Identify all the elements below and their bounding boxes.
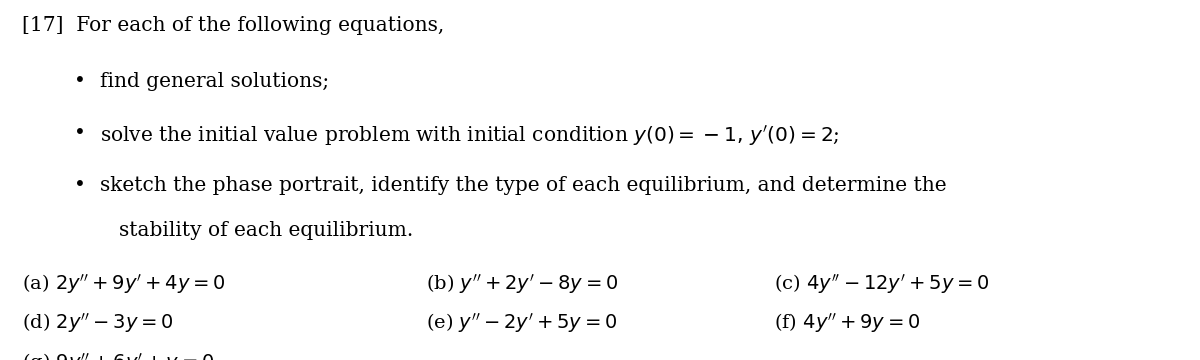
Text: (f) $4y'' + 9y = 0$: (f) $4y'' + 9y = 0$ <box>774 311 920 336</box>
Text: (d) $2y'' - 3y = 0$: (d) $2y'' - 3y = 0$ <box>22 311 173 336</box>
Text: [17]  For each of the following equations,: [17] For each of the following equations… <box>22 16 444 35</box>
Text: (c) $4y'' - 12y' + 5y = 0$: (c) $4y'' - 12y' + 5y = 0$ <box>774 272 990 296</box>
Text: •: • <box>74 124 86 143</box>
Text: (g) $9y'' + 6y' + y = 0$: (g) $9y'' + 6y' + y = 0$ <box>22 351 214 360</box>
Text: (b) $y'' + 2y' - 8y = 0$: (b) $y'' + 2y' - 8y = 0$ <box>426 272 618 296</box>
Text: (e) $y'' - 2y' + 5y = 0$: (e) $y'' - 2y' + 5y = 0$ <box>426 311 617 336</box>
Text: •: • <box>74 72 86 91</box>
Text: find general solutions;: find general solutions; <box>100 72 329 91</box>
Text: sketch the phase portrait, identify the type of each equilibrium, and determine : sketch the phase portrait, identify the … <box>100 176 947 195</box>
Text: •: • <box>74 176 86 195</box>
Text: (a) $2y'' + 9y' + 4y = 0$: (a) $2y'' + 9y' + 4y = 0$ <box>22 272 226 296</box>
Text: solve the initial value problem with initial condition $y(0) = -1,\, y'(0) = 2$;: solve the initial value problem with ini… <box>100 124 839 148</box>
Text: stability of each equilibrium.: stability of each equilibrium. <box>119 221 413 240</box>
